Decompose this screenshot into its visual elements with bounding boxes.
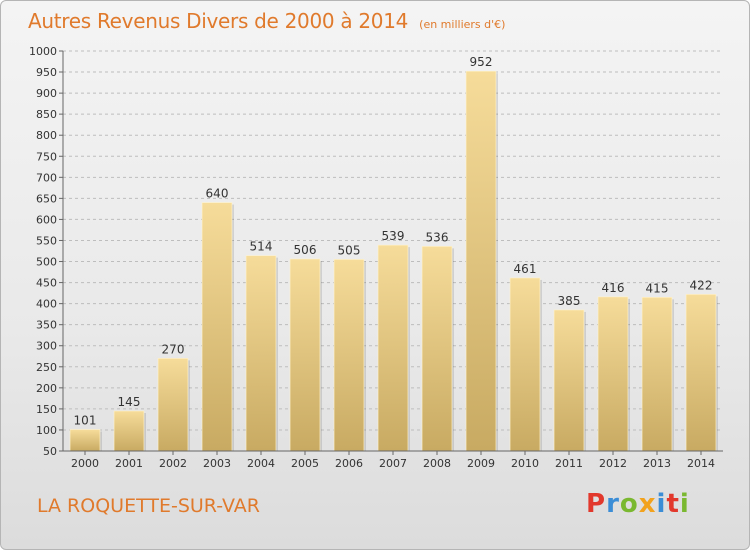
place-name: LA ROQUETTE-SUR-VAR (37, 495, 260, 517)
x-tick-label: 2009 (467, 457, 495, 470)
logo-letter: o (619, 489, 639, 519)
y-tick-label: 850 (36, 108, 57, 121)
logo-letter: i (679, 489, 690, 519)
logo-letter: r (606, 489, 620, 519)
bar (377, 244, 409, 452)
proxiti-logo[interactable]: Proxiti (586, 489, 690, 519)
x-tick-label: 2008 (423, 457, 451, 470)
bar (333, 259, 365, 452)
x-tick-label: 2011 (555, 457, 583, 470)
bar (685, 294, 717, 452)
labels-layer: 101 145 270 640 514 506 505 539 536 952 461 385 416 4… (74, 55, 713, 427)
x-tick-label: 2013 (643, 457, 671, 470)
data-label: 422 (690, 278, 713, 292)
y-tick-label: 1000 (29, 45, 57, 58)
data-label: 416 (602, 281, 625, 295)
logo-letter: P (586, 489, 607, 519)
bar (421, 246, 453, 452)
y-tick-label: 650 (36, 192, 57, 205)
x-tick-label: 2012 (599, 457, 627, 470)
data-label: 505 (338, 243, 361, 257)
data-label: 536 (426, 230, 449, 244)
x-tick-label: 2000 (71, 457, 99, 470)
y-tick-label: 950 (36, 66, 57, 79)
bar (245, 255, 277, 452)
data-label: 952 (470, 55, 493, 69)
y-tick-label: 600 (36, 213, 57, 226)
x-tick-label: 2006 (335, 457, 363, 470)
y-tick-label: 900 (36, 87, 57, 100)
bar (157, 358, 189, 452)
y-tick-label: 100 (36, 424, 57, 437)
x-tick-label: 2007 (379, 457, 407, 470)
y-tick-label: 50 (43, 445, 57, 458)
data-label: 514 (250, 240, 273, 254)
data-label: 461 (514, 262, 537, 276)
y-tick-label: 750 (36, 150, 57, 163)
y-tick-label: 400 (36, 298, 57, 311)
logo-letter: t (666, 489, 680, 519)
x-tick-label: 2010 (511, 457, 539, 470)
y-tick-label: 200 (36, 382, 57, 395)
bar (509, 277, 541, 452)
y-tick-label: 300 (36, 340, 57, 353)
y-tick-label: 500 (36, 256, 57, 269)
bars-layer (69, 70, 718, 452)
axis-layer: 50 100 150 200 250 300 350 400 450 500 550 600 650 70… (29, 45, 723, 470)
y-tick-label: 800 (36, 129, 57, 142)
y-tick-label: 450 (36, 277, 57, 290)
x-tick-label: 2001 (115, 457, 143, 470)
bar (289, 258, 321, 452)
y-tick-label: 550 (36, 234, 57, 247)
data-label: 385 (558, 294, 581, 308)
title-row: Autres Revenus Divers de 2000 à 2014 (en… (28, 9, 505, 33)
x-tick-label: 2003 (203, 457, 231, 470)
data-label: 415 (646, 281, 669, 295)
logo-letter: i (656, 489, 667, 519)
bar (69, 429, 101, 452)
y-tick-label: 250 (36, 361, 57, 374)
data-label: 145 (118, 395, 141, 409)
bar (465, 70, 497, 452)
x-tick-label: 2004 (247, 457, 275, 470)
y-tick-label: 150 (36, 403, 57, 416)
logo-letter: x (638, 489, 657, 519)
bar (201, 202, 233, 452)
y-tick-label: 700 (36, 171, 57, 184)
bar (553, 309, 585, 452)
x-tick-label: 2014 (687, 457, 715, 470)
data-label: 640 (206, 187, 229, 201)
x-tick-label: 2005 (291, 457, 319, 470)
data-label: 506 (294, 243, 317, 257)
bar (641, 297, 673, 452)
chart-subtitle: (en milliers d'€) (419, 18, 506, 31)
x-tick-label: 2002 (159, 457, 187, 470)
data-label: 539 (382, 229, 405, 243)
data-label: 270 (162, 342, 185, 356)
data-label: 101 (74, 414, 97, 428)
y-tick-label: 350 (36, 319, 57, 332)
bar (113, 410, 145, 452)
bar (597, 296, 629, 452)
chart-title: Autres Revenus Divers de 2000 à 2014 (28, 9, 409, 33)
